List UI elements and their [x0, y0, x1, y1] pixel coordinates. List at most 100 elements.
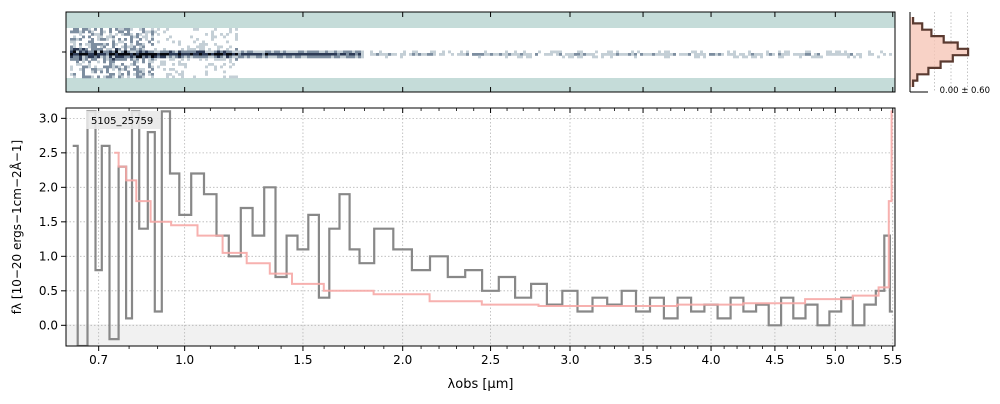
- heatmap-cell: [265, 53, 268, 56]
- heatmap-cell: [100, 38, 103, 41]
- heatmap-cell: [751, 53, 754, 56]
- heatmap-cell: [73, 75, 76, 79]
- heatmap-cell: [118, 73, 121, 76]
- heatmap-cell: [136, 50, 139, 54]
- heatmap-cell: [118, 55, 121, 59]
- heatmap-cell: [244, 50, 247, 54]
- heatmap-cell: [529, 53, 532, 56]
- heatmap-cell: [91, 75, 94, 79]
- heatmap-cell: [100, 55, 103, 59]
- heatmap-cell: [139, 48, 142, 51]
- heatmap-cell: [127, 28, 130, 31]
- heatmap-cell: [208, 53, 211, 56]
- heatmap-cell: [106, 70, 109, 74]
- heatmap-cell: [265, 50, 268, 54]
- heatmap-cell: [571, 55, 574, 59]
- heatmap-cell: [310, 50, 313, 54]
- heatmap-cell: [91, 30, 94, 34]
- heatmap-cell: [94, 50, 97, 54]
- heatmap-cell: [709, 53, 712, 56]
- heatmap-cell: [250, 53, 253, 56]
- heatmap-cell: [853, 55, 856, 59]
- heatmap-cell: [73, 38, 76, 41]
- heatmap-cell: [880, 50, 883, 54]
- heatmap-cell: [499, 53, 502, 56]
- heatmap-cell: [559, 53, 562, 56]
- heatmap-cell: [199, 55, 202, 59]
- heatmap-cell: [220, 53, 223, 56]
- heatmap-cell: [217, 45, 220, 49]
- heatmap-cell: [583, 53, 586, 56]
- heatmap-cell: [118, 70, 121, 74]
- heatmap-cell: [97, 60, 100, 64]
- heatmap-cell: [130, 48, 133, 51]
- heatmap-cell: [577, 55, 580, 59]
- heatmap-cell: [217, 58, 220, 61]
- heatmap-cell: [523, 53, 526, 56]
- heatmap-cell: [169, 53, 172, 56]
- heatmap-cell: [112, 50, 115, 54]
- heatmap-cell: [220, 33, 223, 36]
- heatmap-cell: [178, 73, 181, 76]
- heatmap-cell: [70, 58, 73, 61]
- heatmap-cell: [337, 53, 340, 56]
- heatmap-cell: [73, 45, 76, 49]
- x-tick-label: 2.5: [481, 353, 500, 367]
- heatmap-cell: [739, 53, 742, 56]
- heatmap-cell: [199, 50, 202, 54]
- heatmap-cell: [649, 53, 652, 56]
- heatmap-cell: [76, 58, 79, 61]
- heatmap-cell: [835, 53, 838, 56]
- heatmap-cell: [205, 55, 208, 59]
- heatmap-cell: [136, 35, 139, 39]
- heatmap-cell: [346, 53, 349, 56]
- heatmap-cell: [307, 53, 310, 56]
- heatmap-cell: [319, 55, 322, 59]
- heatmap-cell: [337, 55, 340, 59]
- heatmap-cell: [169, 35, 172, 39]
- heatmap-cell: [196, 55, 199, 59]
- heatmap-cell: [304, 53, 307, 56]
- heatmap-cell: [487, 53, 490, 56]
- heatmap-cell: [280, 50, 283, 54]
- heatmap-cell: [580, 55, 583, 59]
- heatmap-cell: [112, 53, 115, 56]
- heatmap-cell: [91, 58, 94, 61]
- heatmap-cell: [91, 45, 94, 49]
- histogram-line: [912, 17, 970, 87]
- heatmap-cell: [178, 43, 181, 46]
- heatmap-cell: [109, 63, 112, 66]
- heatmap-cell: [595, 55, 598, 59]
- heatmap-cell: [475, 53, 478, 56]
- heatmap-cell: [85, 65, 88, 69]
- heatmap-cell: [145, 50, 148, 54]
- heatmap-cell: [172, 68, 175, 71]
- heatmap-cell: [808, 53, 811, 56]
- heatmap-cell: [202, 40, 205, 44]
- heatmap-cell: [277, 53, 280, 56]
- heatmap-cell: [781, 55, 784, 59]
- heatmap-cell: [181, 55, 184, 59]
- heatmap-cell: [160, 55, 163, 59]
- zero-band: [66, 324, 895, 346]
- heatmap-cell: [502, 53, 505, 56]
- heatmap-cell: [70, 68, 73, 71]
- heatmap-cell: [247, 53, 250, 56]
- heatmap-cell: [124, 58, 127, 61]
- heatmap-cell: [70, 53, 73, 56]
- heatmap-cell: [151, 33, 154, 36]
- heatmap-cell: [580, 53, 583, 56]
- x-tick-label: 4.0: [701, 353, 720, 367]
- heatmap-cell: [778, 53, 781, 56]
- heatmap-cell: [334, 53, 337, 56]
- heatmap-cell: [232, 75, 235, 79]
- heatmap-cell: [211, 50, 214, 54]
- heatmap-cell: [163, 30, 166, 34]
- heatmap-cell: [415, 53, 418, 56]
- heatmap-cell: [349, 53, 352, 56]
- heatmap-cell: [151, 65, 154, 69]
- heatmap-cell: [694, 50, 697, 54]
- heatmap-cell: [127, 75, 130, 79]
- heatmap-cell: [118, 50, 121, 54]
- heatmap-cell: [505, 53, 508, 56]
